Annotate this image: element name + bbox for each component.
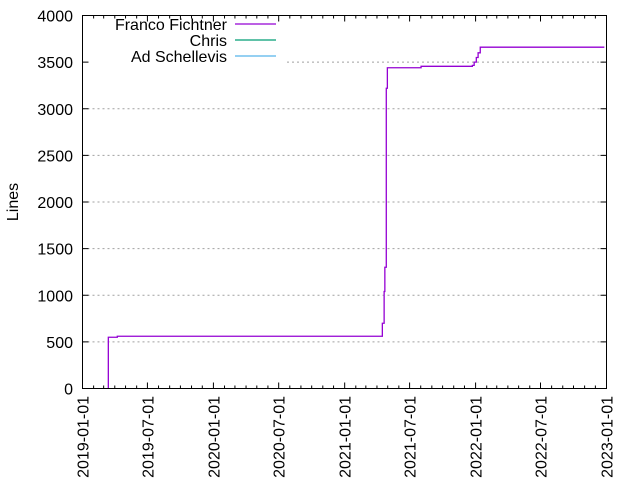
plot-frame <box>82 15 607 389</box>
y-tick-label: 2000 <box>37 195 73 212</box>
legend-label: Ad Schellevis <box>131 49 227 66</box>
series-line <box>107 46 605 389</box>
x-tick-label: 2021-01-01 <box>338 396 355 478</box>
x-tick-label: 2021-07-01 <box>403 396 420 478</box>
legend-label: Chris <box>190 33 227 50</box>
x-tick-label: 2023-01-01 <box>600 396 617 478</box>
grid <box>82 61 607 343</box>
y-tick-label: 4000 <box>37 9 73 26</box>
y-tick-label: 1500 <box>37 242 73 259</box>
x-tick-label: 2019-07-01 <box>140 396 157 478</box>
y-tick-label: 1000 <box>37 288 73 305</box>
x-tick-label: 2022-07-01 <box>534 396 551 478</box>
legend-label: Franco Fichtner <box>115 17 228 34</box>
x-tick-label: 2020-07-01 <box>272 396 289 478</box>
x-tick-label: 2020-01-01 <box>206 396 223 478</box>
x-tick-label: 2019-01-01 <box>76 396 93 478</box>
y-tick-label: 2500 <box>37 148 73 165</box>
ticks: 0 500 1000 1500 2000 2500 3000 3500 4000 2019-01-… <box>37 9 616 478</box>
y-tick-label: 3000 <box>37 102 73 119</box>
series-lines <box>107 46 605 389</box>
y-tick-label: 500 <box>46 335 73 352</box>
y-tick-label: 0 <box>64 382 73 399</box>
y-tick-label: 3500 <box>37 55 73 72</box>
y-axis-label: Lines <box>5 183 22 221</box>
x-tick-label: 2022-01-01 <box>469 396 486 478</box>
